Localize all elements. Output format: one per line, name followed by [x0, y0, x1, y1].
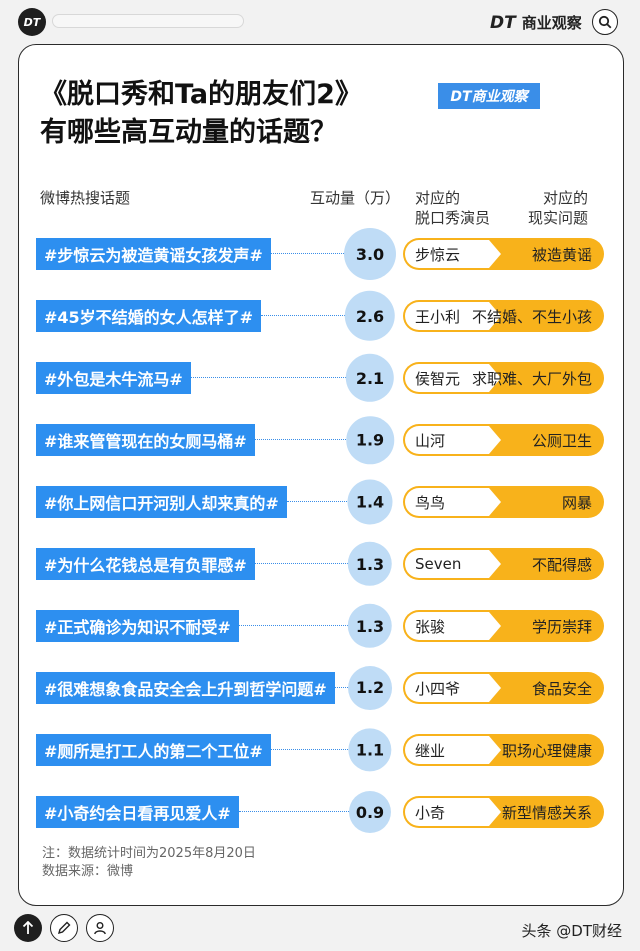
actor-issue-pill: 小奇 新型情感关系	[403, 796, 604, 828]
table-row: #45岁不结婚的女人怎样了# 2.6 王小利 不结婚、不生小孩	[0, 290, 640, 342]
bottom-bar: 头条 @DT财经	[0, 906, 640, 951]
connector-line	[271, 253, 344, 254]
column-header-count: 互动量（万）	[310, 189, 401, 207]
issue-label: 不结婚、不生小孩	[471, 307, 592, 326]
actor-issue-pill: 张骏 学历崇拜	[403, 610, 604, 642]
actor-issue-pill: 山河 公厕卫生	[403, 424, 604, 456]
value-bubble: 1.9	[346, 416, 394, 464]
arrow-up-icon[interactable]	[14, 914, 42, 942]
topic-label[interactable]: #为什么花钱总是有负罪感#	[36, 548, 255, 580]
table-row: #正式确诊为知识不耐受# 1.3 张骏 学历崇拜	[0, 603, 640, 649]
topic-label[interactable]: #45岁不结婚的女人怎样了#	[36, 300, 262, 332]
issue-label: 网暴	[561, 493, 592, 512]
actor-name: 侯智元	[405, 364, 501, 392]
connector-line	[239, 625, 348, 626]
column-header-issue: 对应的 现实问题	[528, 189, 589, 227]
value-bubble: 2.1	[345, 353, 395, 403]
actor-name: 继业	[405, 736, 501, 764]
table-row: #你上网信口开河别人却来真的# 1.4 鸟鸟 网暴	[0, 479, 640, 525]
actor-name: Seven	[405, 550, 501, 578]
actor-issue-pill: 小四爷 食品安全	[403, 672, 604, 704]
note-source: 数据来源：微博	[42, 864, 134, 879]
topic-label[interactable]: #很难想象食品安全会上升到哲学问题#	[36, 672, 335, 704]
actor-issue-pill: 侯智元 求职难、大厂外包	[403, 362, 604, 394]
issue-label: 学历崇拜	[531, 617, 592, 636]
actor-issue-pill: 步惊云 被造黄谣	[403, 238, 604, 270]
actor-issue-pill: Seven 不配得感	[403, 548, 604, 580]
value-bubble: 1.1	[348, 728, 392, 772]
issue-label: 职场心理健康	[501, 741, 592, 760]
actor-issue-pill: 鸟鸟 网暴	[403, 486, 604, 518]
column-header-actor: 对应的 脱口秀演员	[415, 189, 491, 227]
actor-name: 鸟鸟	[405, 488, 501, 516]
actor-issue-pill: 继业 职场心理健康	[403, 734, 604, 766]
credit-text: 头条 @DT财经	[521, 922, 622, 940]
issue-label: 新型情感关系	[501, 803, 592, 822]
connector-line	[255, 563, 348, 564]
connector-line	[287, 501, 348, 502]
dt-logo[interactable]: DT	[18, 8, 46, 36]
issue-label: 食品安全	[531, 679, 592, 698]
pencil-icon[interactable]	[50, 914, 78, 942]
table-row: #厕所是打工人的第二个工位# 1.1 继业 职场心理健康	[0, 728, 640, 772]
connector-line	[335, 687, 349, 688]
topic-label[interactable]: #步惊云为被造黄谣女孩发声#	[36, 238, 271, 270]
top-progress-track	[52, 14, 244, 28]
user-icon[interactable]	[86, 914, 114, 942]
table-row: #步惊云为被造黄谣女孩发声# 3.0 步惊云 被造黄谣	[0, 228, 640, 280]
page-title: 《脱口秀和Ta的朋友们2》 有哪些高互动量的话题？	[40, 76, 362, 152]
value-bubble: 0.9	[348, 790, 392, 834]
column-header-topic: 微博热搜话题	[40, 189, 131, 207]
actor-name: 小奇	[405, 798, 501, 826]
value-bubble: 1.4	[347, 479, 393, 525]
actor-name: 步惊云	[405, 240, 501, 268]
issue-label: 不配得感	[531, 555, 592, 574]
table-row: #外包是木牛流马# 2.1 侯智元 求职难、大厂外包	[0, 353, 640, 403]
topic-label[interactable]: #外包是木牛流马#	[36, 362, 191, 394]
issue-label: 被造黄谣	[531, 245, 592, 264]
topic-label[interactable]: #小奇约会日看再见爱人#	[36, 796, 239, 828]
value-bubble: 1.3	[347, 541, 393, 587]
table-row: #谁来管管现在的女厕马桶# 1.9 山河 公厕卫生	[0, 416, 640, 464]
connector-line	[191, 377, 346, 378]
table-row: #为什么花钱总是有负罪感# 1.3 Seven 不配得感	[0, 541, 640, 587]
connector-line	[261, 315, 345, 316]
title-line-2: 有哪些高互动量的话题？	[40, 117, 337, 148]
table-row: #很难想象食品安全会上升到哲学问题# 1.2 小四爷 食品安全	[0, 666, 640, 710]
title-line-1: 《脱口秀和Ta的朋友们2》	[40, 79, 362, 110]
title-badge: DT商业观察	[438, 83, 540, 109]
topic-label[interactable]: #厕所是打工人的第二个工位#	[36, 734, 271, 766]
value-bubble: 2.6	[344, 290, 396, 342]
brand-logo: DT	[490, 12, 516, 33]
issue-label: 公厕卫生	[531, 431, 592, 450]
search-icon[interactable]	[592, 9, 618, 35]
actor-issue-pill: 王小利 不结婚、不生小孩	[403, 300, 604, 332]
actor-name: 小四爷	[405, 674, 501, 702]
brand: DT 商业观察	[490, 12, 582, 33]
value-bubble: 1.2	[348, 666, 392, 710]
note-date: 注：数据统计时间为2025年8月20日	[42, 846, 256, 861]
value-bubble: 1.3	[347, 603, 393, 649]
table-row: #小奇约会日看再见爱人# 0.9 小奇 新型情感关系	[0, 790, 640, 834]
connector-line	[271, 749, 349, 750]
top-bar: DT DT 商业观察	[0, 0, 640, 44]
connector-line	[255, 439, 347, 440]
topic-label[interactable]: #你上网信口开河别人却来真的#	[36, 486, 287, 518]
connector-line	[239, 811, 349, 812]
topic-label[interactable]: #正式确诊为知识不耐受#	[36, 610, 239, 642]
infographic-card	[18, 44, 624, 906]
actor-name: 王小利	[405, 302, 501, 330]
value-bubble: 3.0	[344, 228, 396, 280]
actor-name: 山河	[405, 426, 501, 454]
topic-label[interactable]: #谁来管管现在的女厕马桶#	[36, 424, 255, 456]
actor-name: 张骏	[405, 612, 501, 640]
issue-label: 求职难、大厂外包	[471, 369, 592, 388]
brand-name: 商业观察	[521, 14, 582, 32]
